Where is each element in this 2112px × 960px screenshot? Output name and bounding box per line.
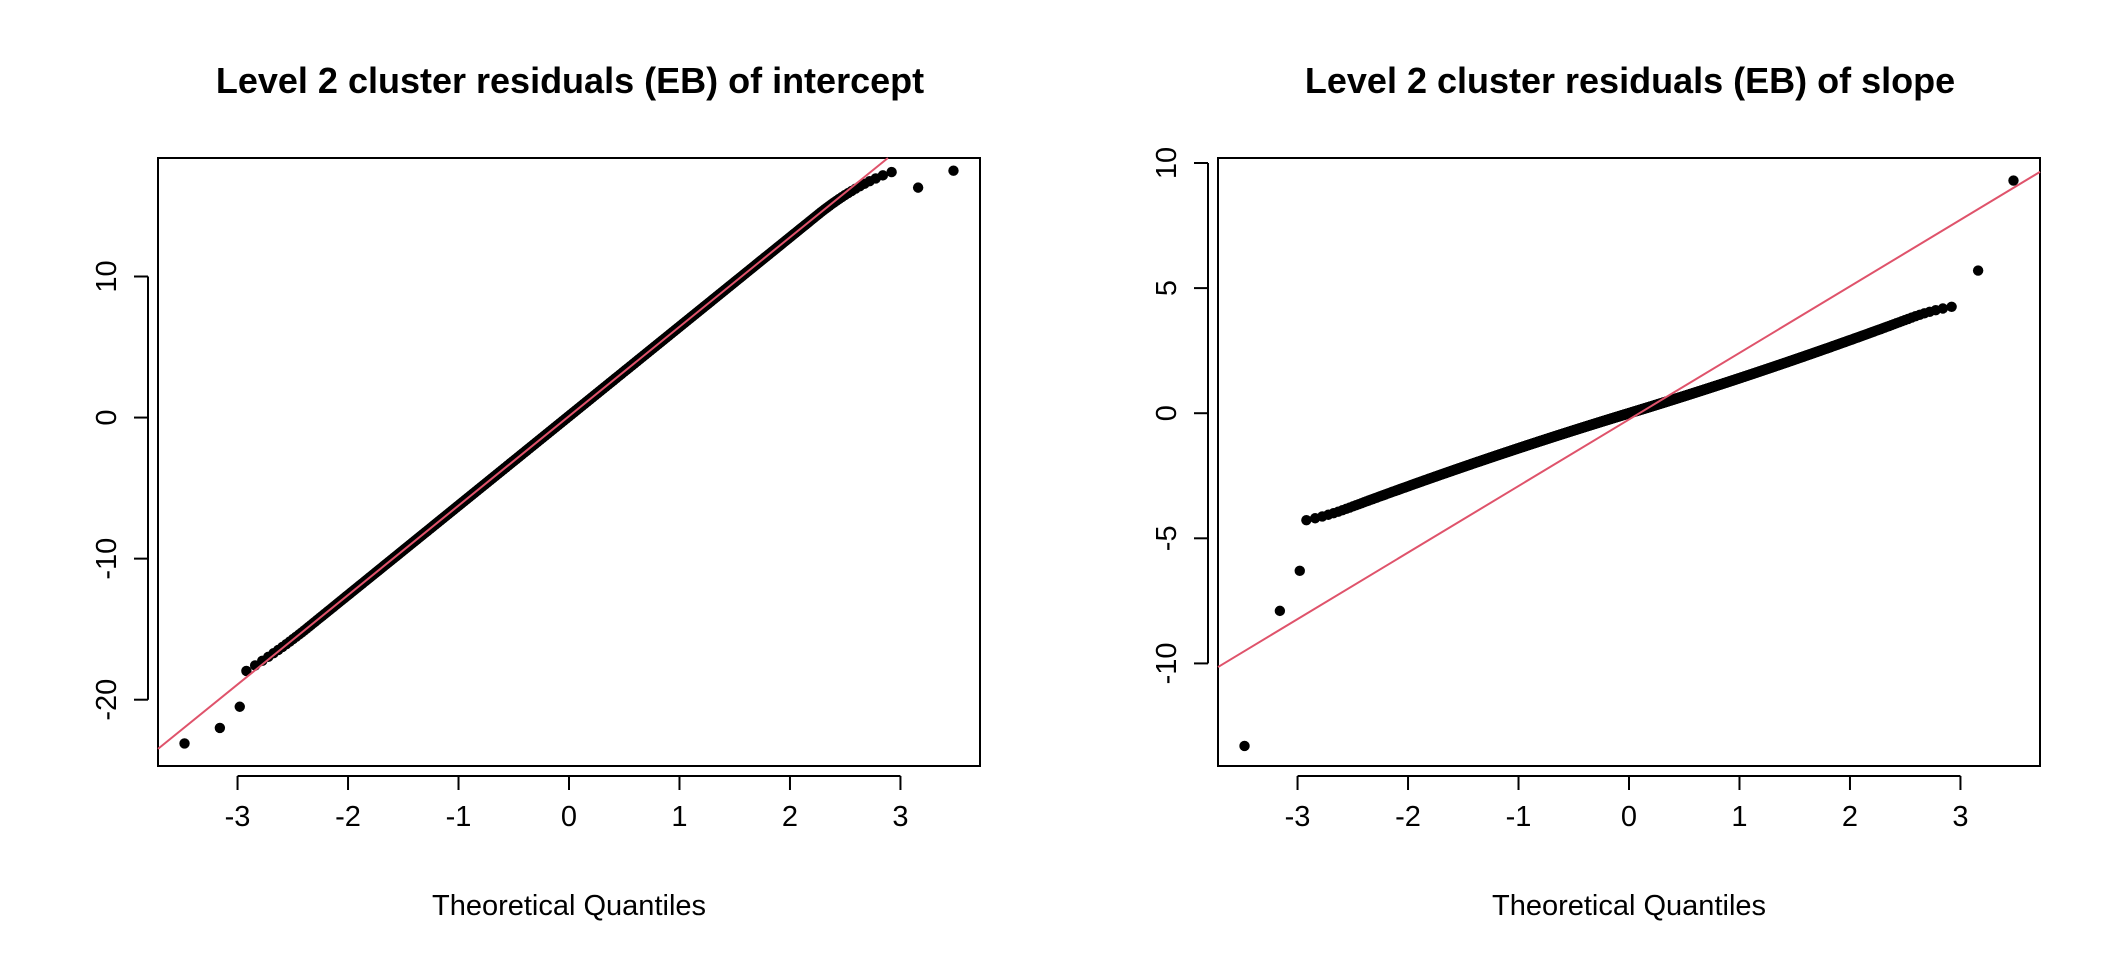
x-tick-label: 0 [1621, 801, 1637, 833]
chart-title: Level 2 cluster residuals (EB) of interc… [216, 60, 924, 101]
points-group [179, 165, 959, 749]
data-point [948, 165, 959, 176]
points-group [1239, 175, 2019, 752]
panel-intercept: Level 2 cluster residuals (EB) of interc… [91, 60, 981, 922]
qq-reference-line [157, 157, 889, 750]
data-point [877, 170, 889, 181]
y-tick-label: 0 [1151, 405, 1183, 421]
x-tick-label: 2 [1842, 801, 1858, 833]
x-tick-label: -2 [335, 801, 361, 833]
x-tick-label: -3 [1285, 801, 1311, 833]
x-tick-label: -1 [446, 801, 472, 833]
y-tick-label: -5 [1151, 525, 1183, 551]
data-point [1301, 514, 1312, 526]
panel-slope: Level 2 cluster residuals (EB) of slope … [1151, 60, 2041, 922]
x-tick-label: 0 [561, 801, 577, 833]
y-tick-label: -20 [91, 679, 123, 721]
data-point [1274, 605, 1286, 617]
x-tick-label: -1 [1506, 801, 1532, 833]
data-point [1294, 565, 1305, 577]
data-point [2008, 175, 2019, 186]
x-tick-label: 3 [892, 801, 908, 833]
y-tick-label: 10 [1151, 147, 1183, 179]
x-axis: -3 -2 -1 0 1 2 3 [1285, 775, 1969, 833]
y-tick-label: -10 [91, 538, 123, 580]
x-tick-label: -3 [225, 801, 251, 833]
data-point [179, 738, 190, 749]
plot-frame [157, 157, 981, 767]
x-axis-label: Theoretical Quantiles [432, 890, 706, 922]
qq-reference-line [1217, 171, 2041, 668]
x-axis-label: Theoretical Quantiles [1492, 890, 1766, 922]
y-tick-label: 5 [1151, 280, 1183, 296]
reference-line-group [157, 157, 889, 750]
x-tick-label: -2 [1395, 801, 1421, 833]
x-tick-label: 1 [1731, 801, 1747, 833]
data-point [1946, 301, 1957, 312]
y-axis: -20 -10 0 10 [91, 260, 149, 721]
data-point [234, 701, 245, 712]
data-point [1937, 303, 1949, 314]
y-tick-label: -10 [1151, 642, 1183, 684]
reference-line-group [1217, 171, 2041, 668]
plot-frame [1217, 157, 2041, 767]
x-tick-label: 1 [671, 801, 687, 833]
x-axis: -3 -2 -1 0 1 2 3 [225, 775, 909, 833]
x-tick-label: 3 [1952, 801, 1968, 833]
data-point [886, 166, 897, 178]
data-point [241, 665, 252, 677]
data-point [1972, 265, 1984, 276]
chart-title: Level 2 cluster residuals (EB) of slope [1305, 60, 1955, 101]
x-tick-label: 2 [782, 801, 798, 833]
data-point [214, 722, 226, 734]
y-tick-label: 10 [91, 260, 123, 292]
data-point [1239, 740, 1250, 752]
y-axis: -10 -5 0 5 10 [1151, 147, 1209, 684]
y-tick-label: 0 [91, 409, 123, 425]
data-point [912, 182, 924, 193]
